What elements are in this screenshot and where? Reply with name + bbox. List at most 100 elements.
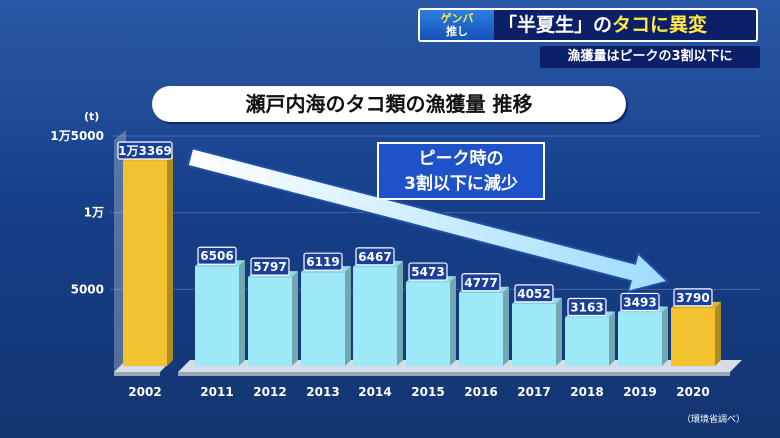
y-tick-labels: 5000 1万 1万5000 bbox=[50, 129, 104, 296]
bar-2020 bbox=[671, 301, 721, 366]
bar-2019 bbox=[618, 306, 668, 366]
y-axis-unit: (t) bbox=[84, 110, 100, 123]
x-tick-2013: 2013 bbox=[306, 385, 339, 399]
value-label-2020: 3790 bbox=[673, 288, 713, 307]
badge-line-2: 推し bbox=[446, 25, 468, 38]
x-tick-2011: 2011 bbox=[200, 385, 233, 399]
bar-2011 bbox=[195, 260, 245, 366]
value-label-box-2018 bbox=[567, 297, 607, 317]
value-label-2017: 4052 bbox=[514, 284, 554, 303]
value-label-text-2012: 5797 bbox=[253, 260, 286, 274]
x-tick-2002: 2002 bbox=[128, 385, 161, 399]
bar-front-2015 bbox=[406, 282, 450, 366]
bar-front-2019 bbox=[618, 312, 662, 366]
x-tick-labels: 2002 2011 2012 2013 2014 2015 2016 2017 2018 2019… bbox=[128, 385, 709, 399]
floor-right-edge bbox=[178, 372, 730, 376]
trend-arrow bbox=[186, 147, 670, 294]
chart-title: 瀬戸内海のタコ類の漁獲量 推移 bbox=[152, 86, 626, 122]
y-tick-5000: 5000 bbox=[71, 282, 104, 296]
badge-line-1: ゲンバ bbox=[440, 12, 474, 25]
value-label-2012: 5797 bbox=[250, 257, 290, 276]
bar-side-2011 bbox=[239, 260, 245, 366]
x-tick-2018: 2018 bbox=[570, 385, 603, 399]
value-label-box-2012 bbox=[250, 257, 290, 276]
value-labels: 1万3369 6506 5797 6119 6467 5473 4777 4052 3163 34… bbox=[117, 141, 713, 317]
bar-front-2014 bbox=[353, 266, 397, 366]
x-tick-2014: 2014 bbox=[358, 385, 391, 399]
y-tick-10000: 1万 bbox=[84, 206, 104, 220]
value-label-box-2015 bbox=[408, 262, 448, 281]
bar-front-2013 bbox=[301, 272, 345, 366]
bar-2012 bbox=[248, 271, 298, 366]
bar-side-2018 bbox=[609, 311, 615, 366]
value-label-text-2014: 6467 bbox=[358, 250, 391, 264]
source-note: （環境省調べ） bbox=[682, 415, 746, 425]
value-label-box-2020 bbox=[673, 288, 713, 307]
bar-front-2002 bbox=[123, 161, 167, 366]
value-label-2014: 6467 bbox=[355, 247, 395, 266]
value-label-text-2011: 6506 bbox=[200, 249, 233, 263]
bar-2013 bbox=[301, 266, 351, 366]
value-label-box-2016 bbox=[461, 273, 501, 292]
bar-front-2020 bbox=[671, 307, 715, 366]
subheadline: 漁獲量はピークの3割以下に bbox=[540, 46, 760, 68]
bars bbox=[123, 155, 721, 366]
bar-2017 bbox=[512, 297, 562, 366]
x-tick-2016: 2016 bbox=[464, 385, 497, 399]
value-label-text-2013: 6119 bbox=[306, 255, 339, 269]
bar-side-2013 bbox=[345, 266, 351, 366]
bar-2015 bbox=[406, 276, 456, 366]
bar-front-2011 bbox=[195, 266, 239, 366]
value-label-text-2016: 4777 bbox=[464, 276, 497, 290]
value-label-box-2017 bbox=[514, 284, 554, 303]
bar-side-2015 bbox=[450, 276, 456, 366]
bar-2014 bbox=[353, 260, 403, 366]
bar-side-2020 bbox=[715, 301, 721, 366]
x-tick-2017: 2017 bbox=[517, 385, 550, 399]
value-label-2018: 3163 bbox=[567, 297, 607, 317]
decline-callout: ピーク時の 3割以下に減少 bbox=[377, 142, 545, 200]
callout-line-1: ピーク時の bbox=[418, 149, 504, 169]
value-label-box-2011 bbox=[197, 246, 237, 265]
value-label-text-2017: 4052 bbox=[517, 287, 550, 301]
value-label-box-2013 bbox=[303, 252, 343, 271]
bar-front-2012 bbox=[248, 277, 292, 366]
headline-text: 「半夏生」のタコに異変 bbox=[498, 10, 756, 40]
x-tick-2020: 2020 bbox=[676, 385, 709, 399]
genba-oshi-badge: ゲンバ 推し bbox=[420, 10, 494, 40]
value-label-text-2015: 5473 bbox=[411, 265, 444, 279]
bar-2016 bbox=[459, 286, 509, 366]
value-label-box-2002 bbox=[117, 141, 173, 160]
bar-front-2017 bbox=[512, 303, 556, 366]
headline-part-1: 「半夏生」の bbox=[498, 14, 613, 36]
bar-side-2016 bbox=[503, 286, 509, 366]
value-label-2013: 6119 bbox=[303, 252, 343, 271]
trend-arrow-group bbox=[186, 147, 670, 294]
bar-front-2018 bbox=[565, 317, 609, 366]
value-label-text-2019: 3493 bbox=[623, 295, 656, 309]
value-label-2011: 6506 bbox=[197, 246, 237, 265]
bar-side-2014 bbox=[397, 260, 403, 366]
value-label-2019: 3493 bbox=[620, 292, 660, 312]
value-label-text-2020: 3790 bbox=[676, 291, 709, 305]
bar-2002 bbox=[123, 155, 173, 366]
value-label-box-2014 bbox=[355, 247, 395, 266]
y-tick-15000: 1万5000 bbox=[50, 129, 104, 143]
value-label-text-2018: 3163 bbox=[570, 301, 603, 315]
bar-side-2002 bbox=[167, 155, 173, 366]
bar-front-2016 bbox=[459, 292, 503, 366]
bar-2018 bbox=[565, 311, 615, 366]
floor-left-edge bbox=[114, 372, 160, 376]
value-label-box-2019 bbox=[620, 292, 660, 312]
x-tick-2012: 2012 bbox=[253, 385, 286, 399]
callout-line-2: 3割以下に減少 bbox=[404, 174, 518, 194]
bar-side-2019 bbox=[662, 306, 668, 366]
bar-side-2012 bbox=[292, 271, 298, 366]
value-label-2002: 1万3369 bbox=[117, 141, 173, 160]
value-label-2015: 5473 bbox=[408, 262, 448, 281]
x-tick-2019: 2019 bbox=[623, 385, 656, 399]
x-tick-2015: 2015 bbox=[411, 385, 444, 399]
value-label-text-2002: 1万3369 bbox=[118, 144, 172, 158]
